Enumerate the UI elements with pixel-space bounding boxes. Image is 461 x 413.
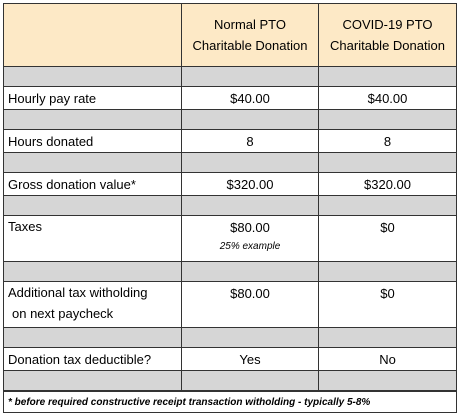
header-normal-pto: Normal PTO Charitable Donation xyxy=(181,3,319,67)
row-label: Gross donation value* xyxy=(3,172,182,196)
normal-value: 8 xyxy=(181,129,319,153)
header-covid-line2: Charitable Donation xyxy=(330,38,445,53)
row-label-line2: on next paycheck xyxy=(12,306,114,321)
table-row: Hours donated 8 8 xyxy=(3,129,457,153)
covid-value: 8 xyxy=(318,129,457,153)
row-label: Taxes xyxy=(3,215,182,262)
header-covid-line1: COVID-19 PTO xyxy=(342,17,433,32)
spacer-row xyxy=(3,152,457,173)
pto-donation-table: Normal PTO Charitable Donation COVID-19 … xyxy=(3,3,457,413)
covid-value: $0 xyxy=(318,281,457,328)
header-normal-line1: Normal PTO xyxy=(214,17,286,32)
row-label-line1: Additional tax witholding xyxy=(8,285,148,300)
row-label: Donation tax deductible? xyxy=(3,347,182,371)
table-row: Hourly pay rate $40.00 $40.00 xyxy=(3,86,457,110)
table-row: Gross donation value* $320.00 $320.00 xyxy=(3,172,457,196)
normal-value-text: $80.00 xyxy=(230,220,270,235)
spacer-row xyxy=(3,261,457,282)
covid-value: $320.00 xyxy=(318,172,457,196)
normal-value: $40.00 xyxy=(181,86,319,110)
header-covid-pto: COVID-19 PTO Charitable Donation xyxy=(318,3,457,67)
spacer-row xyxy=(3,370,457,392)
spacer-row xyxy=(3,327,457,348)
table-row: Additional tax witholding on next payche… xyxy=(3,281,457,328)
normal-value: $80.00 25% example xyxy=(181,215,319,262)
spacer-row xyxy=(3,66,457,87)
header-normal-line2: Charitable Donation xyxy=(192,38,308,53)
covid-value: $40.00 xyxy=(318,86,457,110)
normal-value: Yes xyxy=(181,347,319,371)
row-label: Hourly pay rate xyxy=(3,86,182,110)
row-label: Additional tax witholding on next payche… xyxy=(3,281,182,328)
footnote-row: * before required constructive receipt t… xyxy=(3,390,457,413)
table-row: Donation tax deductible? Yes No xyxy=(3,347,457,371)
footnote: * before required constructive receipt t… xyxy=(3,390,457,413)
normal-value: $80.00 xyxy=(181,281,319,328)
table-row: Taxes $80.00 25% example $0 xyxy=(3,215,457,262)
covid-value: No xyxy=(318,347,457,371)
spacer-row xyxy=(3,109,457,130)
row-label: Hours donated xyxy=(3,129,182,153)
covid-value: $0 xyxy=(318,215,457,262)
spacer-row xyxy=(3,195,457,216)
example-note: 25% example xyxy=(219,241,281,252)
normal-value: $320.00 xyxy=(181,172,319,196)
header-row: Normal PTO Charitable Donation COVID-19 … xyxy=(3,3,457,67)
header-blank-cell xyxy=(3,3,182,67)
